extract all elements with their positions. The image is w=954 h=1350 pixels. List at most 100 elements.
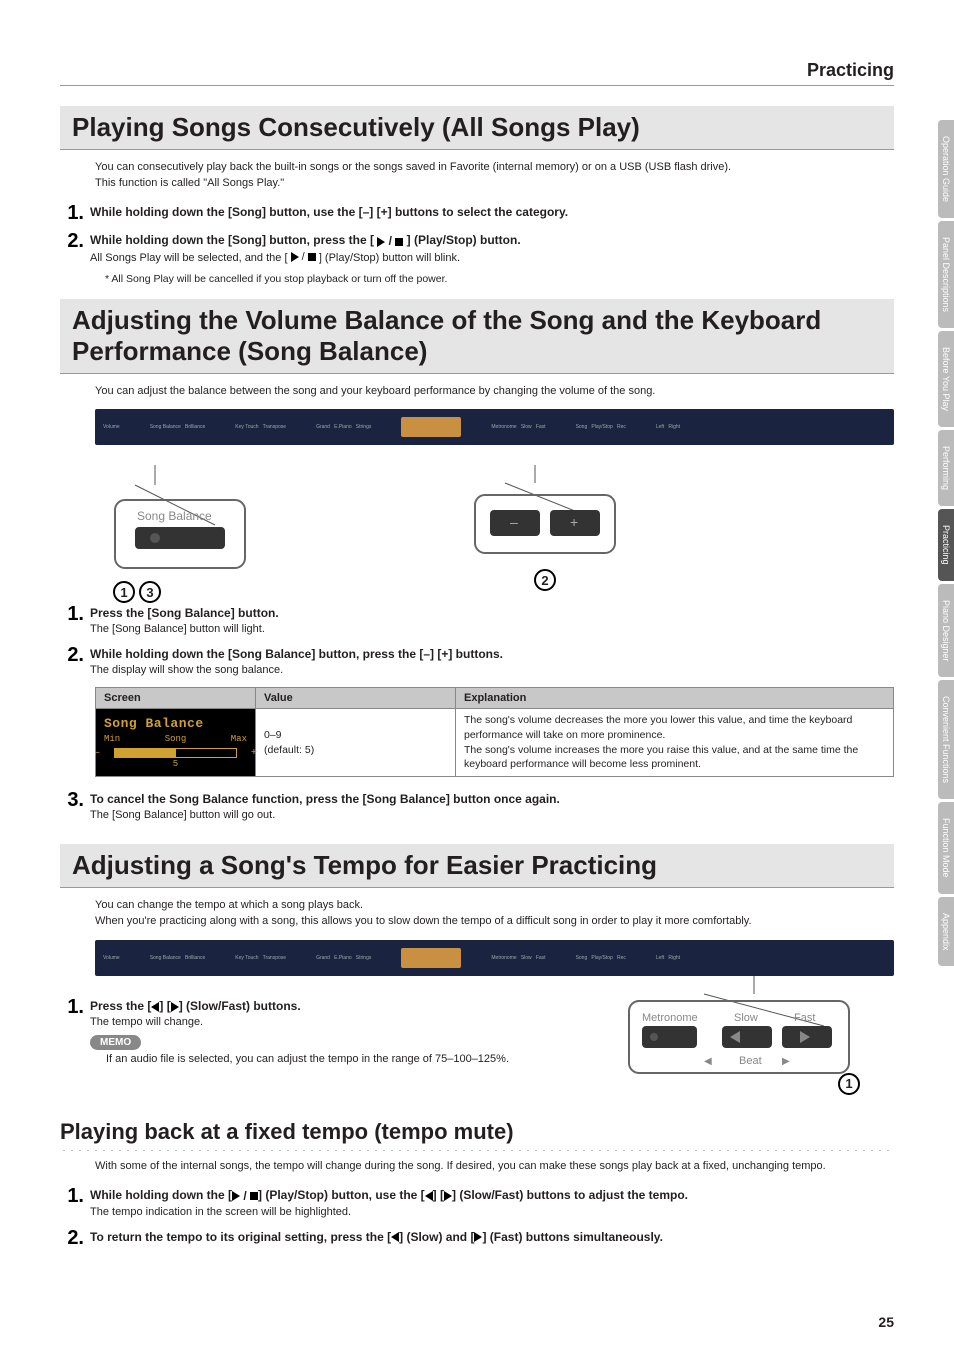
song-balance-table: Screen Value Explanation Song Balance Mi… (95, 687, 894, 777)
step-title: While holding down the [Song] button, pr… (90, 230, 894, 248)
section1-step1: 1. While holding down the [Song] button,… (60, 202, 894, 224)
svg-text:Metronome: Metronome (642, 1012, 698, 1024)
step-title: While holding down the [Song Balance] bu… (90, 644, 894, 661)
tab-piano-designer[interactable]: Piano Designer (938, 584, 954, 678)
svg-text:▶: ▶ (782, 1056, 790, 1067)
screen-max: Max (231, 733, 247, 746)
screen-min: Min (104, 733, 120, 746)
step-desc: The tempo indication in the screen will … (90, 1205, 894, 1221)
explanation-cell: The song's volume decreases the more you… (456, 709, 894, 777)
screen-title: Song Balance (104, 715, 247, 733)
section2-step3: 3. To cancel the Song Balance function, … (60, 789, 894, 824)
text: To return the tempo to its original sett… (90, 1230, 391, 1244)
screen-level-bar (114, 748, 237, 758)
step-title: To cancel the Song Balance function, pre… (90, 789, 894, 806)
song-balance-button-illustration: Song Balance (95, 465, 275, 585)
section2-callouts: Song Balance 1 3 – + 2 (95, 445, 894, 603)
svg-text:Slow: Slow (734, 1012, 758, 1024)
col-value: Value (256, 688, 456, 709)
panel-lcd (401, 948, 461, 968)
text: All Songs Play will be selected, and the… (90, 252, 288, 264)
step-title: While holding down the [ / ] (Play/Stop)… (90, 1185, 894, 1203)
section1-intro: You can consecutively play back the buil… (95, 160, 894, 192)
screen-preview: Song Balance Min Song Max – + 5 (96, 709, 256, 777)
section4-step1: 1. While holding down the [ / ] (Play/St… (60, 1185, 894, 1221)
tempo-callout: Metronome Slow Fast ◀ Beat ▶ 1 (624, 976, 854, 1101)
step-number: 2. (60, 1227, 90, 1249)
svg-text:Beat: Beat (739, 1055, 762, 1067)
section1-step2: 2. While holding down the [Song] button,… (60, 230, 894, 267)
slow-fast-button-illustration: Metronome Slow Fast ◀ Beat ▶ (624, 976, 854, 1096)
section3-intro: You can change the tempo at which a song… (95, 898, 894, 930)
page-number: 25 (878, 1314, 894, 1330)
step-number: 2. (60, 230, 90, 252)
play-stop-icon: / (232, 1189, 258, 1203)
tab-convenient-functions[interactable]: Convenient Functions (938, 680, 954, 799)
tab-operation-guide[interactable]: Operation Guide (938, 120, 954, 218)
tab-appendix[interactable]: Appendix (938, 897, 954, 967)
text: ] (Slow/Fast) buttons. (179, 999, 301, 1013)
section4-step2: 2. To return the tempo to its original s… (60, 1227, 894, 1249)
tab-function-mode[interactable]: Function Mode (938, 802, 954, 894)
step-desc: The [Song Balance] button will go out. (90, 808, 894, 824)
section2-intro: You can adjust the balance between the s… (95, 384, 894, 400)
panel-strip-image: Volume Song Balance Brilliance Key Touch… (95, 409, 894, 445)
tab-before-you-play[interactable]: Before You Play (938, 331, 954, 427)
panel-lcd (401, 417, 461, 437)
tab-performing[interactable]: Performing (938, 430, 954, 506)
text: ] (Slow) and [ (399, 1230, 474, 1244)
text: Press the [ (90, 999, 151, 1013)
col-explanation: Explanation (456, 688, 894, 709)
section4-intro: With some of the internal songs, the tem… (95, 1159, 894, 1175)
minus-icon: – (94, 746, 100, 761)
callout-num-2: 2 (534, 569, 556, 591)
section1-footnote: * All Song Play will be cancelled if you… (105, 273, 894, 285)
tab-practicing[interactable]: Practicing (938, 509, 954, 581)
text: ] (Slow/Fast) buttons to adjust the temp… (452, 1188, 688, 1202)
plus-icon: + (251, 746, 257, 761)
play-stop-icon: / (377, 234, 403, 248)
step-number: 1. (60, 603, 90, 625)
step-number: 3. (60, 789, 90, 811)
tab-panel-descriptions[interactable]: Panel Descriptions (938, 221, 954, 328)
step-desc: The display will show the song balance. (90, 663, 894, 679)
section-adjust-tempo-heading: Adjusting a Song's Tempo for Easier Prac… (60, 844, 894, 888)
section-song-balance-heading: Adjusting the Volume Balance of the Song… (60, 299, 894, 374)
play-stop-icon: / (291, 250, 316, 266)
memo-badge: MEMO (90, 1035, 141, 1050)
screen-value: 5 (114, 758, 237, 771)
minus-plus-callout: – + 2 (455, 445, 635, 591)
callout-num-1: 1 (838, 1073, 860, 1095)
section3-step1: 1. Press the [] [] (Slow/Fast) buttons. … (60, 996, 624, 1068)
step-number: 1. (60, 1185, 90, 1207)
text: ] [ (433, 1188, 444, 1202)
text: ] (Play/Stop) button, use the [ (258, 1188, 425, 1202)
step-desc: The tempo will change. (90, 1015, 624, 1031)
step-number: 1. (60, 996, 90, 1018)
minus-plus-button-illustration: – + (455, 465, 635, 575)
svg-text:Song Balance: Song Balance (137, 509, 212, 523)
step-number: 2. (60, 644, 90, 666)
callout-num-3: 3 (139, 581, 161, 603)
step-title: While holding down the [Song] button, us… (90, 202, 894, 219)
section2-step2: 2. While holding down the [Song Balance]… (60, 644, 894, 679)
text: ] (Play/Stop) button will blink. (319, 252, 460, 264)
text: While holding down the [Song] button, pr… (90, 233, 374, 247)
step-title: To return the tempo to its original sett… (90, 1227, 894, 1244)
text: ] (Play/Stop) button. (407, 233, 521, 247)
section2-step1: 1. Press the [Song Balance] button. The … (60, 603, 894, 638)
panel-strip-image-2: Volume Song Balance Brilliance Key Touch… (95, 940, 894, 976)
step-title: Press the [ ] [ ] (Slow/Fast) buttons. (90, 996, 624, 1013)
left-arrow-icon (425, 1191, 433, 1201)
value-cell: 0–9 (default: 5) (256, 709, 456, 777)
text: While holding down the [ (90, 1188, 232, 1202)
memo-text: If an audio file is selected, you can ad… (106, 1052, 624, 1068)
step-desc: All Songs Play will be selected, and the… (90, 250, 894, 267)
page-header: Practicing (60, 60, 894, 86)
callout-num-1: 1 (113, 581, 135, 603)
right-arrow-icon (171, 1002, 179, 1012)
song-balance-callout: Song Balance 1 3 (95, 445, 275, 603)
text: ] [ (159, 999, 170, 1013)
step-number: 1. (60, 202, 90, 224)
svg-text:◀: ◀ (704, 1056, 712, 1067)
